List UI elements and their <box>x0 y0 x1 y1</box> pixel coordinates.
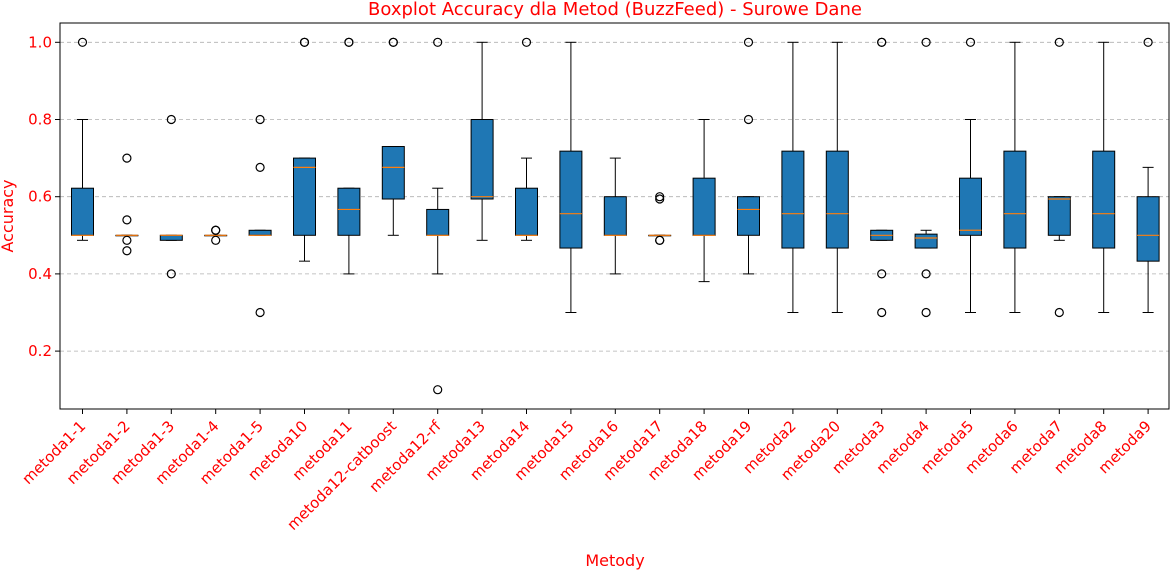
box <box>737 196 760 236</box>
box <box>381 146 405 200</box>
box-group <box>781 41 805 313</box>
outlier-point <box>344 37 354 47</box>
box-group <box>159 114 183 279</box>
outlier-point <box>122 246 132 256</box>
box <box>692 177 716 236</box>
outlier-point <box>77 37 88 47</box>
box-group <box>204 225 228 245</box>
box-group <box>470 41 494 241</box>
outlier-point <box>255 307 265 318</box>
box <box>515 187 538 236</box>
outlier-point <box>122 153 132 163</box>
outlier-point <box>388 37 398 47</box>
box-group <box>293 37 316 262</box>
box <box>248 229 272 236</box>
box-group <box>71 37 94 241</box>
outlier-point <box>122 215 132 225</box>
box-group <box>115 153 139 256</box>
outlier-point <box>1054 307 1064 318</box>
outlier-point <box>211 235 221 245</box>
outlier-point <box>299 37 310 47</box>
outlier-point <box>255 162 265 172</box>
y-tick-label: 0.4 <box>28 265 52 283</box>
box-group <box>337 37 361 275</box>
y-axis-label: Accuracy <box>0 179 17 252</box>
box-group <box>1136 37 1160 313</box>
box <box>470 119 494 200</box>
box <box>337 187 361 236</box>
y-tick-label: 1.0 <box>28 33 52 51</box>
box <box>71 187 94 236</box>
plot-frame <box>59 22 1170 410</box>
box-group <box>559 41 583 313</box>
box-group <box>692 119 716 283</box>
outlier-point <box>211 225 221 235</box>
outlier-point <box>743 37 754 47</box>
box <box>781 150 805 249</box>
box <box>603 196 627 236</box>
box-group <box>737 37 760 275</box>
outlier-point <box>521 37 532 47</box>
outlier-point <box>921 269 931 279</box>
plot-area <box>71 37 1160 395</box>
box <box>426 208 450 236</box>
outlier-point <box>877 307 887 318</box>
outlier-point <box>433 37 443 47</box>
outlier-point <box>1143 37 1153 47</box>
outlier-point <box>877 37 887 47</box>
outlier-point <box>743 114 754 125</box>
box <box>293 157 316 236</box>
box <box>825 150 849 249</box>
outlier-point <box>655 192 665 202</box>
box-group <box>1092 41 1116 313</box>
outlier-point <box>433 385 443 395</box>
box <box>1092 150 1116 249</box>
box-group <box>648 192 672 245</box>
outlier-point <box>965 37 976 47</box>
x-axis: metoda1-1metoda1-2metoda1-3metoda1-4meto… <box>19 409 1155 534</box>
chart-title: Boxplot Accuracy dla Metod (BuzzFeed) - … <box>368 0 862 20</box>
y-axis: 0.2 0.4 0.6 0.8 1.0 <box>28 33 60 360</box>
box <box>914 233 938 249</box>
box-group <box>870 37 894 318</box>
outlier-point <box>921 307 931 318</box>
box <box>1003 150 1027 249</box>
y-tick-label: 0.8 <box>28 111 52 129</box>
outlier-point <box>122 235 132 245</box>
box-group <box>959 37 982 313</box>
box-group <box>515 37 538 241</box>
box-group <box>825 41 849 313</box>
y-tick-label: 0.2 <box>28 342 52 360</box>
outlier-point <box>1054 37 1064 47</box>
x-axis-label: Metody <box>585 551 644 570</box>
box <box>1047 196 1071 236</box>
box-group <box>248 114 272 318</box>
y-tick-label: 0.6 <box>28 188 52 206</box>
box <box>959 177 982 236</box>
box-group <box>914 37 938 318</box>
box-group <box>1003 41 1027 313</box>
box <box>159 234 183 241</box>
outlier-point <box>921 37 931 47</box>
outlier-point <box>877 269 887 279</box>
outlier-point <box>166 269 176 279</box>
outlier-point <box>166 114 176 125</box>
outlier-point <box>255 114 265 125</box>
box-group <box>1047 37 1071 318</box>
box <box>559 150 583 249</box>
box-group <box>426 37 450 395</box>
outlier-point <box>655 194 665 204</box>
box-group <box>381 37 405 236</box>
outlier-point <box>655 235 665 245</box>
box-group <box>603 157 627 275</box>
box <box>1136 196 1160 262</box>
